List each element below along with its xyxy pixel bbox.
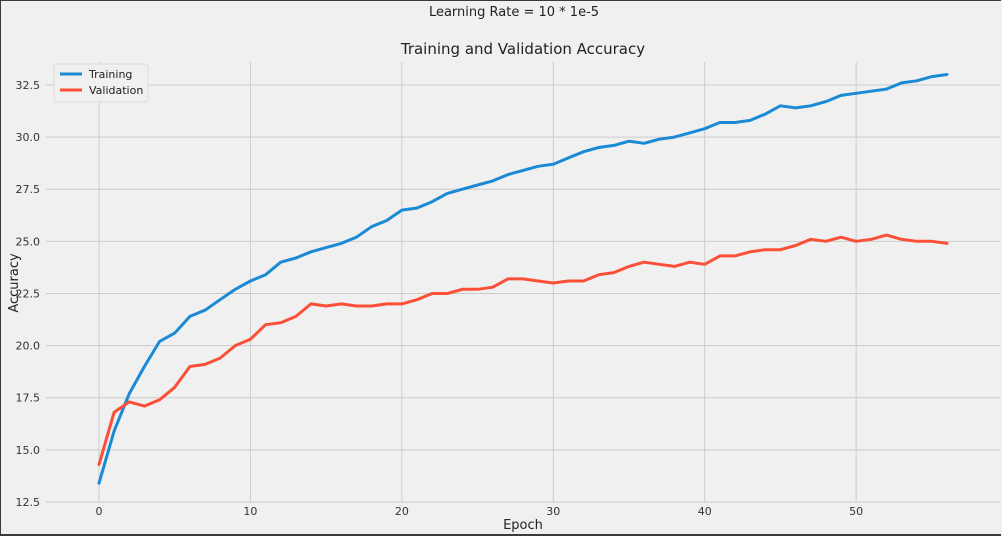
- figure-suptitle: Learning Rate = 10 * 1e-5: [429, 5, 599, 20]
- y-tick-label: 20.0: [16, 340, 41, 353]
- y-tick-label: 17.5: [16, 392, 41, 405]
- x-tick-labels: 0 10 20 30 40 50: [96, 505, 864, 518]
- series-line-validation: [97, 233, 949, 466]
- y-tick-label: 25.0: [16, 235, 41, 248]
- legend-label-training: Training: [88, 68, 132, 81]
- x-tick-label: 40: [698, 505, 712, 518]
- y-tick-label: 27.5: [16, 183, 41, 196]
- y-tick-labels: 12.5 15.0 17.5 20.0 22.5 25.0 27.5 30.0 32.5: [16, 79, 41, 509]
- y-tick-label: 32.5: [16, 79, 41, 92]
- y-axis-label: Accuracy: [7, 253, 22, 313]
- y-tick-label: 15.0: [16, 444, 41, 457]
- legend-label-validation: Validation: [89, 84, 143, 97]
- x-tick-label: 10: [243, 505, 257, 518]
- legend: Training Validation: [53, 63, 149, 103]
- series-line-training: [97, 73, 949, 485]
- x-tick-label: 30: [546, 505, 560, 518]
- x-tick-label: 20: [395, 505, 409, 518]
- series-lines: [97, 73, 949, 485]
- y-tick-label: 30.0: [16, 131, 41, 144]
- chart-title: Training and Validation Accuracy: [400, 40, 645, 58]
- x-tick-label: 0: [96, 505, 103, 518]
- grid-lines: [46, 62, 1000, 503]
- y-tick-label: 12.5: [16, 496, 41, 509]
- x-tick-label: 50: [849, 505, 863, 518]
- x-axis-label: Epoch: [503, 518, 543, 533]
- y-tick-label: 22.5: [16, 287, 41, 300]
